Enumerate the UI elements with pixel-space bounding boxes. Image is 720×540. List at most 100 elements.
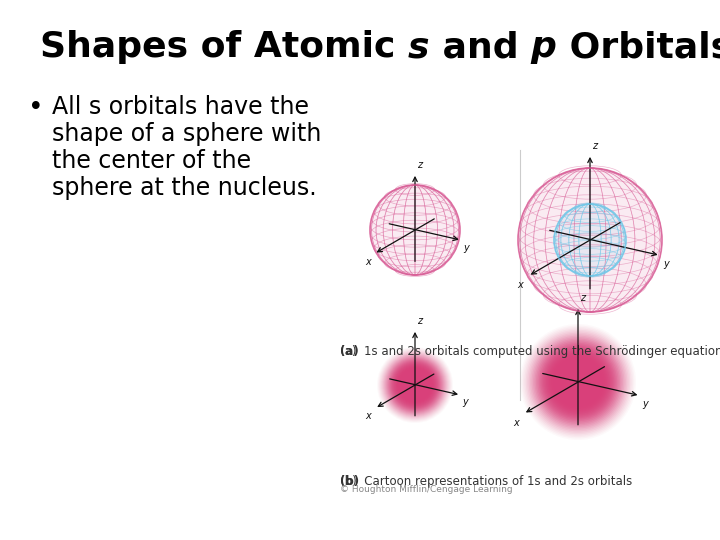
Circle shape <box>398 368 432 402</box>
Circle shape <box>561 364 595 400</box>
Circle shape <box>546 350 610 414</box>
Circle shape <box>541 346 614 418</box>
Text: z: z <box>417 316 422 326</box>
Text: shape of a sphere with: shape of a sphere with <box>52 122 321 146</box>
Circle shape <box>402 372 428 399</box>
Circle shape <box>385 355 444 415</box>
Circle shape <box>557 360 600 404</box>
Circle shape <box>539 343 617 421</box>
Circle shape <box>399 369 431 401</box>
Text: sphere at the nucleus.: sphere at the nucleus. <box>52 176 317 200</box>
Circle shape <box>537 341 618 423</box>
Circle shape <box>410 380 420 390</box>
Circle shape <box>414 384 416 386</box>
Circle shape <box>405 375 426 395</box>
Circle shape <box>543 347 613 417</box>
Circle shape <box>384 355 446 415</box>
Text: (a): (a) <box>340 345 359 358</box>
Circle shape <box>394 364 436 406</box>
Circle shape <box>518 168 662 312</box>
Circle shape <box>380 350 450 420</box>
Circle shape <box>396 366 434 404</box>
Circle shape <box>381 351 449 419</box>
Circle shape <box>547 352 608 413</box>
Circle shape <box>571 375 585 389</box>
Circle shape <box>401 371 429 399</box>
Circle shape <box>405 375 425 395</box>
Text: y: y <box>463 397 468 407</box>
Circle shape <box>558 362 598 402</box>
Circle shape <box>382 352 449 418</box>
Circle shape <box>528 333 627 431</box>
Circle shape <box>574 377 582 386</box>
Circle shape <box>565 369 591 395</box>
Text: •: • <box>28 95 44 121</box>
Text: and: and <box>430 30 531 64</box>
Circle shape <box>554 357 603 407</box>
Circle shape <box>552 356 604 408</box>
Text: © Houghton Mifflin/Cengage Learning: © Houghton Mifflin/Cengage Learning <box>340 485 513 494</box>
Text: x: x <box>365 257 371 267</box>
Text: p: p <box>531 30 557 64</box>
Circle shape <box>370 185 460 275</box>
Circle shape <box>412 382 418 388</box>
Circle shape <box>407 376 423 394</box>
Text: x: x <box>513 418 518 428</box>
Circle shape <box>413 383 417 387</box>
Circle shape <box>555 359 601 405</box>
Circle shape <box>391 361 438 409</box>
Circle shape <box>564 368 593 396</box>
Text: s: s <box>408 30 430 64</box>
Circle shape <box>390 359 441 410</box>
Circle shape <box>562 366 594 398</box>
Circle shape <box>402 373 428 397</box>
Circle shape <box>567 370 590 394</box>
Text: y: y <box>643 399 648 409</box>
Circle shape <box>551 354 606 409</box>
Circle shape <box>534 339 621 426</box>
Text: y: y <box>464 242 469 253</box>
Circle shape <box>530 334 626 430</box>
Circle shape <box>388 359 441 411</box>
Text: y: y <box>663 259 669 269</box>
Circle shape <box>387 356 444 414</box>
Text: x: x <box>517 280 523 291</box>
Circle shape <box>577 381 580 383</box>
Circle shape <box>549 353 607 411</box>
Text: z: z <box>417 160 422 170</box>
Circle shape <box>568 372 588 392</box>
Text: the center of the: the center of the <box>52 149 251 173</box>
Text: All s orbitals have the: All s orbitals have the <box>52 95 309 119</box>
Circle shape <box>524 328 631 436</box>
Circle shape <box>409 379 420 391</box>
Text: (a)  1s and 2s orbitals computed using the Schrödinger equation: (a) 1s and 2s orbitals computed using th… <box>340 345 720 358</box>
Circle shape <box>572 376 584 388</box>
Circle shape <box>554 204 626 276</box>
Text: z: z <box>592 141 597 151</box>
Circle shape <box>393 363 437 407</box>
Circle shape <box>540 345 616 420</box>
Circle shape <box>533 337 623 427</box>
Circle shape <box>387 357 443 413</box>
Circle shape <box>392 362 438 408</box>
Circle shape <box>544 349 611 415</box>
Text: Orbitals: Orbitals <box>557 30 720 64</box>
Circle shape <box>575 379 581 385</box>
Circle shape <box>526 330 630 434</box>
Circle shape <box>411 381 419 389</box>
Circle shape <box>408 377 423 393</box>
Circle shape <box>384 354 446 416</box>
Circle shape <box>531 335 624 428</box>
Text: (b): (b) <box>340 475 359 488</box>
Circle shape <box>527 331 629 433</box>
Circle shape <box>570 373 587 391</box>
Text: z: z <box>580 293 585 303</box>
Text: Shapes of Atomic: Shapes of Atomic <box>40 30 408 64</box>
Circle shape <box>397 367 433 403</box>
Circle shape <box>383 353 447 417</box>
Circle shape <box>404 374 426 396</box>
Circle shape <box>390 360 440 410</box>
Text: (b)  Cartoon representations of 1s and 2s orbitals: (b) Cartoon representations of 1s and 2s… <box>340 475 632 488</box>
Circle shape <box>536 340 620 424</box>
Circle shape <box>559 363 597 401</box>
